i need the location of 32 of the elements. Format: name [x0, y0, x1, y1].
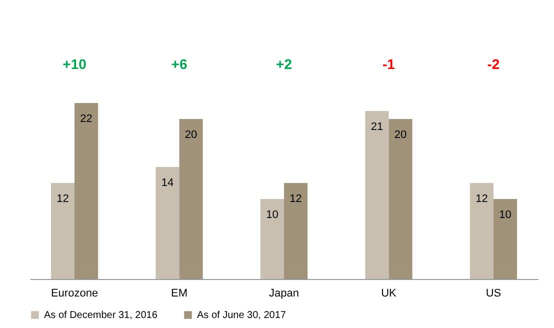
bar — [179, 119, 203, 279]
bar — [260, 199, 284, 279]
data-label: 21 — [370, 121, 384, 133]
data-label: 10 — [499, 209, 512, 221]
x-tick-label: Japan — [269, 288, 299, 300]
data-label: 12 — [476, 193, 488, 205]
bar — [50, 183, 75, 279]
text: -1 — [382, 56, 396, 72]
data-label: 22 — [80, 113, 92, 125]
x-tick-label: UK — [381, 288, 398, 300]
legend-label: As of December 31, 2016 — [44, 310, 158, 321]
data-label: 10 — [266, 209, 278, 221]
text: +2 — [276, 56, 292, 72]
data-label: 20 — [184, 129, 198, 141]
data-label: 20 — [394, 129, 407, 141]
bar — [365, 111, 389, 279]
bar — [74, 103, 98, 279]
text: -2 — [487, 56, 500, 72]
bar — [284, 183, 308, 279]
data-label: 14 — [161, 177, 174, 189]
x-tick-label: US — [486, 288, 502, 300]
bar — [470, 183, 494, 279]
bar — [388, 119, 412, 279]
legend-label: As of June 30, 2017 — [197, 310, 286, 321]
text: +10 — [62, 56, 87, 72]
data-label: 12 — [56, 193, 69, 205]
text: +6 — [171, 56, 188, 72]
data-label: 12 — [290, 193, 302, 205]
bar — [493, 199, 518, 279]
x-tick-label: Eurozone — [50, 288, 98, 300]
x-tick-label: EM — [171, 288, 188, 300]
bar — [156, 167, 180, 279]
